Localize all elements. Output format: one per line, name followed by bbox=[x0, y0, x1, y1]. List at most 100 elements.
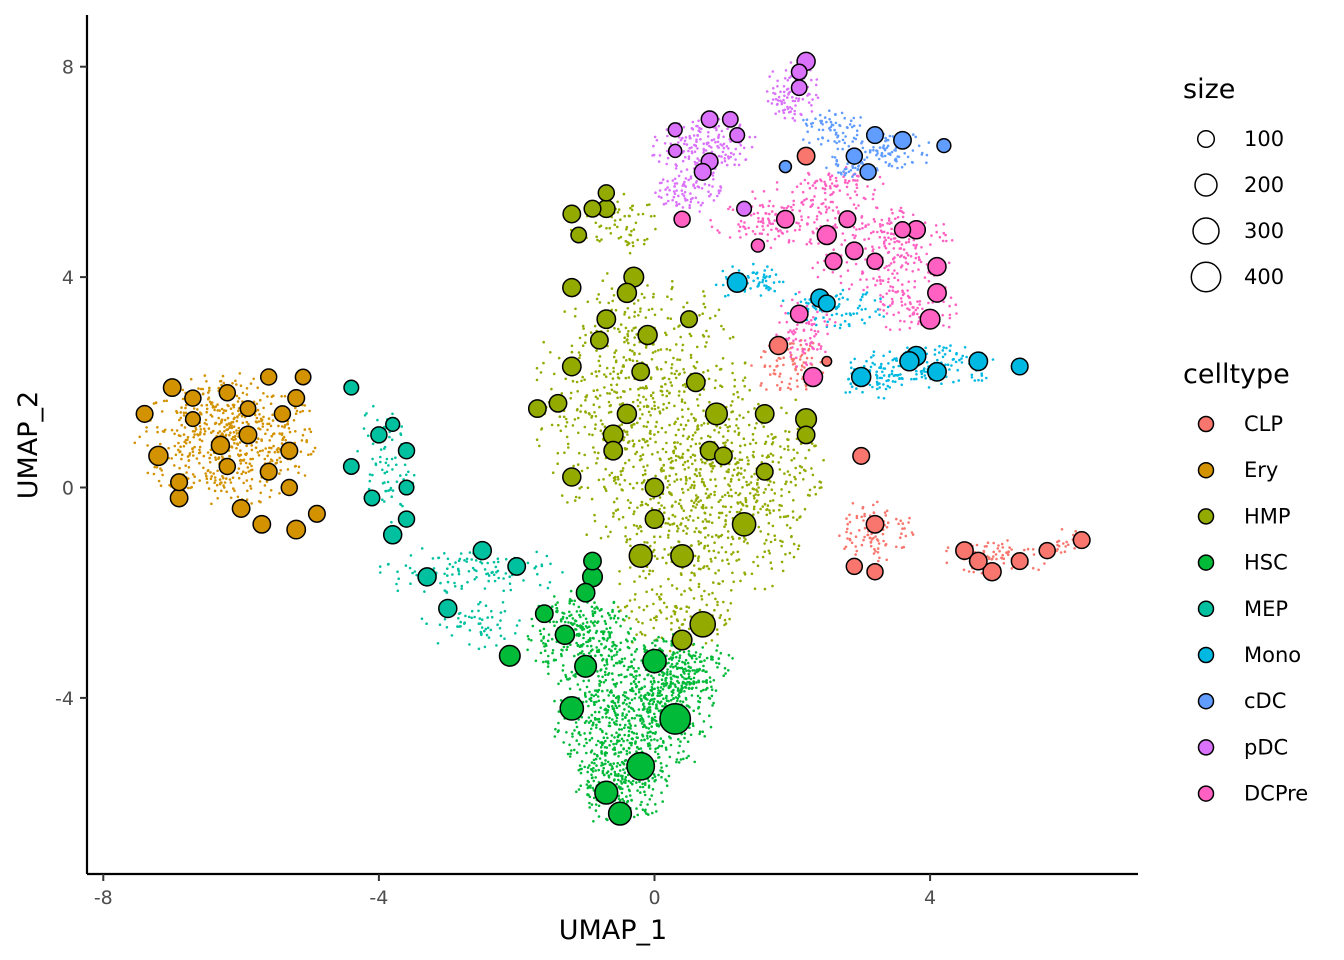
cell-point bbox=[664, 450, 668, 454]
cell-point bbox=[680, 573, 683, 576]
cell-point bbox=[652, 602, 655, 606]
cell-point bbox=[913, 285, 916, 289]
cell-point bbox=[773, 219, 776, 222]
cell-point bbox=[752, 507, 756, 511]
cell-point bbox=[682, 757, 685, 761]
cell-point bbox=[607, 672, 611, 675]
cell-point bbox=[843, 319, 847, 323]
cell-point bbox=[259, 491, 263, 495]
cell-point bbox=[761, 217, 765, 220]
cell-point bbox=[668, 523, 672, 527]
cell-point bbox=[530, 617, 534, 621]
cell-point bbox=[595, 349, 598, 352]
cell-point bbox=[653, 404, 656, 408]
cell-point bbox=[573, 622, 576, 625]
cell-point bbox=[239, 449, 242, 452]
cell-point bbox=[637, 387, 640, 391]
cell-point bbox=[617, 751, 621, 754]
cell-point bbox=[730, 477, 733, 481]
cell-point bbox=[620, 402, 624, 406]
cell-point bbox=[759, 355, 763, 359]
cell-point bbox=[720, 546, 724, 549]
background-cells-clp bbox=[750, 338, 1089, 575]
cell-point bbox=[752, 513, 755, 516]
cell-point bbox=[601, 675, 604, 679]
cell-point bbox=[540, 639, 543, 642]
cell-point bbox=[250, 464, 253, 468]
cell-point bbox=[878, 386, 881, 389]
cell-point bbox=[235, 429, 238, 432]
cell-point bbox=[914, 256, 918, 260]
cell-point bbox=[617, 778, 620, 782]
cell-point bbox=[733, 378, 737, 382]
cell-point bbox=[221, 475, 224, 478]
cell-point bbox=[589, 719, 593, 723]
cell-point bbox=[551, 605, 554, 608]
cell-point bbox=[724, 441, 727, 444]
cell-point bbox=[703, 544, 707, 548]
cell-point bbox=[641, 488, 644, 491]
cell-point bbox=[608, 636, 612, 639]
cell-point bbox=[578, 356, 581, 360]
cell-point bbox=[573, 599, 576, 603]
cell-point bbox=[197, 433, 200, 437]
cell-point bbox=[681, 415, 684, 419]
cell-point bbox=[655, 618, 658, 622]
cell-point bbox=[633, 717, 637, 720]
cell-point bbox=[581, 344, 585, 348]
cell-point bbox=[658, 535, 662, 539]
cell-point bbox=[665, 347, 669, 351]
cell-point bbox=[813, 221, 816, 224]
cell-point bbox=[894, 380, 897, 384]
cell-point bbox=[596, 718, 599, 721]
cell-point bbox=[916, 322, 920, 326]
cell-point bbox=[744, 498, 748, 502]
cell-point bbox=[561, 617, 564, 620]
cell-point bbox=[553, 595, 556, 598]
cell-point bbox=[653, 214, 656, 218]
cell-point bbox=[815, 227, 819, 230]
cell-point bbox=[607, 724, 611, 728]
cell-point bbox=[587, 716, 591, 719]
cell-point bbox=[699, 499, 703, 502]
cell-point bbox=[692, 365, 696, 368]
cell-point bbox=[878, 313, 881, 317]
cell-point bbox=[211, 404, 215, 408]
cell-point bbox=[623, 605, 627, 609]
cell-point bbox=[619, 750, 623, 754]
cell-point bbox=[696, 557, 700, 560]
cell-point bbox=[256, 408, 260, 412]
cell-point bbox=[995, 557, 998, 561]
cell-point bbox=[878, 275, 881, 279]
cell-point bbox=[305, 439, 309, 442]
cell-point bbox=[888, 328, 892, 332]
cell-point bbox=[614, 722, 617, 726]
cell-point bbox=[789, 377, 793, 380]
cell-point bbox=[656, 557, 659, 560]
cell-point bbox=[906, 253, 910, 257]
cell-point bbox=[861, 390, 864, 394]
cell-point bbox=[590, 773, 593, 777]
cell-point bbox=[562, 741, 565, 744]
cell-point bbox=[614, 481, 618, 485]
cell-point bbox=[617, 772, 620, 776]
cell-point bbox=[675, 587, 679, 590]
cell-point bbox=[627, 458, 631, 462]
cell-point bbox=[680, 408, 684, 412]
cell-point bbox=[587, 721, 591, 724]
cell-point bbox=[657, 501, 660, 505]
cell-point bbox=[535, 366, 539, 370]
cell-point bbox=[900, 532, 903, 535]
cell-point bbox=[557, 710, 561, 713]
cell-point bbox=[716, 229, 719, 232]
cell-point bbox=[687, 650, 691, 653]
cell-point bbox=[161, 473, 164, 477]
cell-point bbox=[588, 795, 592, 799]
cell-point bbox=[950, 364, 953, 367]
cell-point bbox=[679, 523, 682, 526]
cell-point bbox=[627, 788, 631, 792]
cell-point bbox=[869, 540, 873, 543]
cell-point bbox=[596, 238, 599, 242]
cell-point bbox=[459, 552, 463, 555]
cell-point bbox=[549, 351, 552, 354]
